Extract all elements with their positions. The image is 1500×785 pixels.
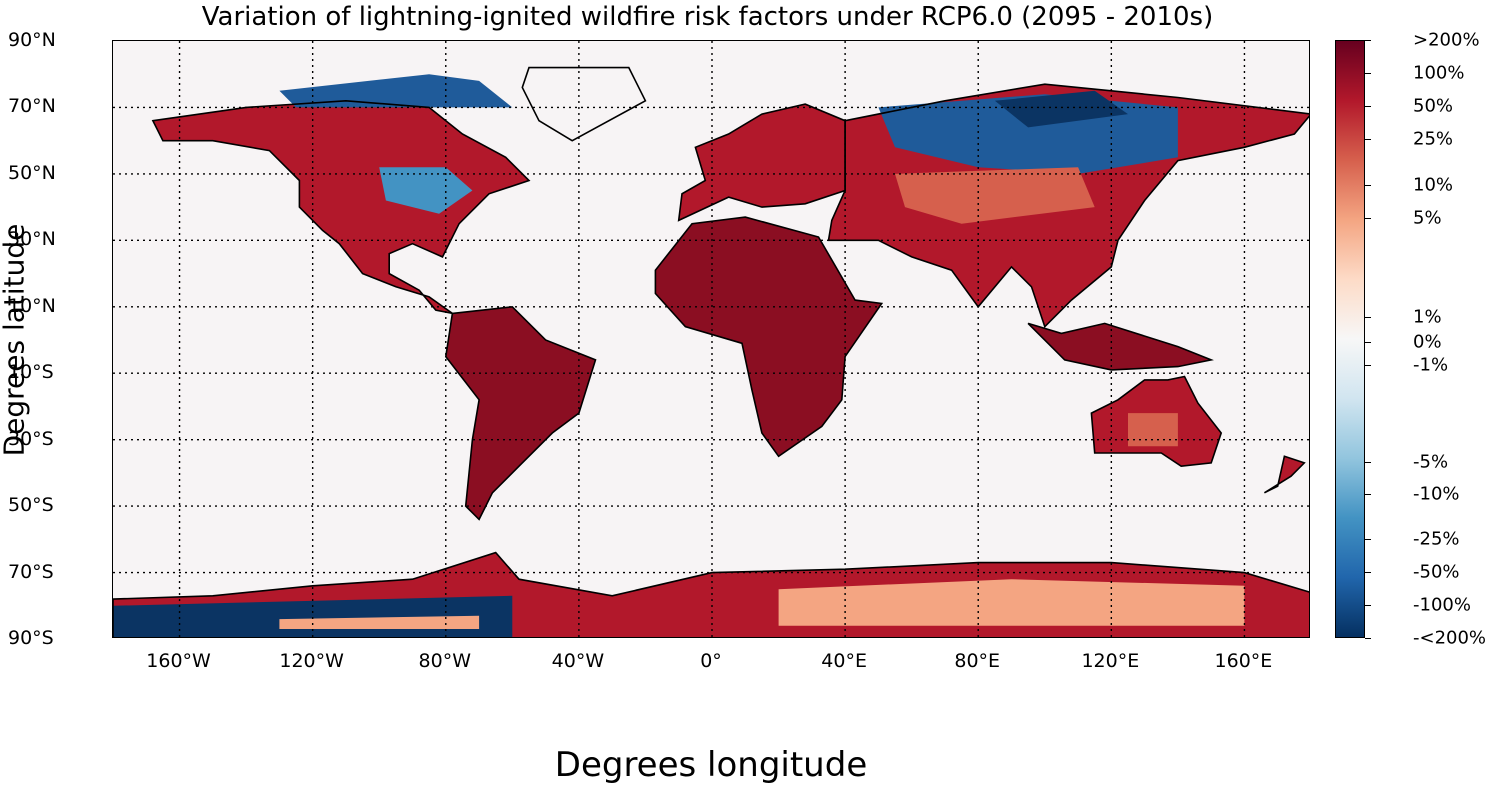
lat-tick-label: 10°N [8,294,56,317]
greenland [522,67,646,141]
lat-tick-label: 90°S [8,627,54,649]
colorbar-tick-mark [1365,138,1371,140]
lat-tick-label: 30°S [8,427,54,450]
colorbar-tick-label: 5% [1413,207,1442,229]
australia-interior [1128,413,1178,447]
antarctica-east-slight [778,579,1245,626]
lat-tick-label: 10°S [8,361,54,384]
lat-tick-label: 70°N [8,95,56,118]
central-asia [895,167,1095,224]
colorbar-tick-mark [1365,40,1371,41]
north-america-coastline [151,99,531,315]
lon-tick-label: 40°W [551,650,605,672]
antarctica-shelf-slight [279,615,480,629]
colorbar-tick-label: -25% [1413,528,1460,550]
colorbar-tick-label: -<200% [1413,627,1487,649]
y-axis-label: Degrees latitude [0,223,31,457]
colorbar-tick-label: 0% [1413,331,1442,353]
colorbar-tick-mark [1365,494,1371,496]
colorbar-tick-mark [1365,461,1371,463]
x-axis-label: Degrees longitude [554,745,868,785]
maritime-continent [1028,323,1212,370]
colorbar-tick-label: -10% [1413,483,1460,505]
colorbar-tick-label: 1% [1413,306,1442,328]
colorbar-tick-mark [1365,539,1371,541]
colorbar-tick-mark [1365,72,1371,74]
north-america [152,100,529,314]
colorbar-tick-label: >200% [1413,29,1480,51]
chart-title: Variation of lightning-ignited wildfire … [201,2,1214,32]
greenland-coastline [521,66,647,142]
lon-tick-label: 0° [700,650,722,672]
lon-tick-label: 120°W [279,650,344,672]
australia-coastline [1090,375,1223,468]
europe-coastline [677,103,846,222]
north-america-decrease-zone [379,167,473,214]
siberia-strong-decrease [994,90,1128,128]
colorbar-tick-label: -1% [1413,354,1449,376]
colorbar-tick-mark [1365,605,1371,607]
maritime-continent-coastline [1027,322,1214,371]
colorbar-tick-mark [1365,572,1371,574]
south-america [445,306,596,520]
colorbar-tick-label: 50% [1413,95,1454,117]
colorbar-tick-label: -50% [1413,561,1460,583]
lat-tick-label: 30°N [8,228,56,251]
lon-tick-label: 120°E [1081,650,1140,672]
colorbar-tick-label: -5% [1413,451,1449,473]
colorbar-gradient [1336,41,1364,637]
lon-tick-label: 160°E [1214,650,1273,672]
arctic-canada-decrease [279,74,513,108]
south-america-coastline [444,305,597,521]
lon-tick-label: 160°W [146,650,211,672]
colorbar-tick-label: 25% [1413,128,1454,150]
new-zealand [1264,456,1305,493]
lat-tick-label: 90°N [8,29,56,51]
asia-coastline [827,83,1309,329]
lat-tick-label: 50°N [8,161,56,184]
colorbar-tick-mark [1365,364,1371,366]
africa-coastline [654,216,884,458]
colorbar-tick-mark [1365,185,1371,187]
lat-tick-label: 70°S [8,560,54,583]
colorbar-tick-mark [1365,341,1371,343]
colorbar [1335,40,1365,638]
lon-tick-label: 80°W [418,650,471,672]
colorbar-tick-mark [1365,316,1371,318]
colorbar-tick-mark [1365,638,1371,639]
antarctica-coastline [113,551,1309,637]
map-panel [112,40,1310,638]
lon-tick-label: 80°E [954,650,1001,672]
choropleth-map [113,41,1309,637]
lat-tick-label: 50°S [8,494,54,517]
colorbar-tick-label: 100% [1413,62,1465,84]
colorbar-tick-mark [1365,217,1371,219]
colorbar-tick-label: -100% [1413,594,1471,616]
colorbar-tick-label: 10% [1413,174,1454,196]
new-zealand-coastline [1263,455,1306,494]
colorbar-tick-mark [1365,105,1371,107]
africa [655,217,882,457]
europe [678,104,846,221]
lon-tick-label: 40°E [821,650,867,672]
